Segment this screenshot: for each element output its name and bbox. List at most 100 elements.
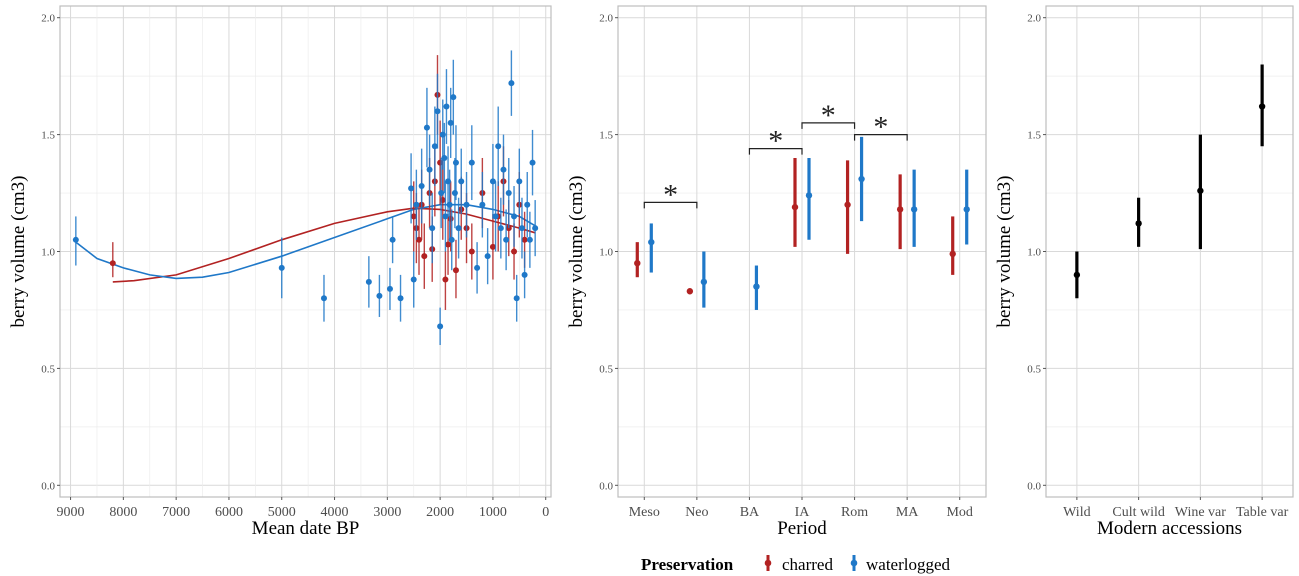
data-point <box>413 201 420 208</box>
data-point <box>455 225 462 232</box>
trend-line-waterlogged <box>75 203 536 280</box>
x-tick-label: Mod <box>946 505 972 520</box>
x-tick-label: 9000 <box>57 505 85 520</box>
data-point <box>1073 271 1081 279</box>
data-point <box>910 206 918 213</box>
x-tick-label: Table var <box>1236 505 1289 520</box>
bracket-line <box>853 133 908 141</box>
data-point <box>365 278 372 285</box>
data-point <box>386 285 393 292</box>
data-point <box>700 278 708 286</box>
data-point <box>844 201 851 208</box>
y-tick-label: 1.0 <box>1027 247 1041 259</box>
data-point <box>446 201 453 208</box>
data-point <box>503 236 510 243</box>
grid <box>1046 6 1293 497</box>
y-tick-label: 0.0 <box>41 480 55 492</box>
data-point <box>437 323 444 330</box>
data-point <box>1258 103 1266 110</box>
data-point <box>443 103 450 110</box>
data-point <box>511 213 518 220</box>
x-tick-label: 4000 <box>321 505 349 520</box>
x-tick-label: 1000 <box>479 505 507 520</box>
x-tick-label: 7000 <box>162 505 190 520</box>
data-point <box>448 236 455 243</box>
data-point <box>686 288 694 295</box>
data-point <box>452 159 459 166</box>
y-tick-label: 0.5 <box>599 363 613 375</box>
y-tick-label: 1.5 <box>599 130 613 142</box>
data-point <box>442 213 449 220</box>
data-point <box>474 264 481 271</box>
x-tick-label: Wine var <box>1175 505 1226 520</box>
panel-1: 0.0 0.5 1.0 1.5 2.0 9000 8000 7000 6000 5000 4000 3… <box>8 5 552 539</box>
data-point <box>521 236 528 243</box>
x-axis-label: Modern accessions <box>1097 518 1242 539</box>
data-point <box>529 159 536 166</box>
significance-bracket: * <box>853 111 908 144</box>
y-tick-label: 0.0 <box>599 480 613 492</box>
data-point <box>72 236 79 243</box>
legend-label-waterlogged: waterlogged <box>866 555 951 574</box>
x-tick-label: Neo <box>685 505 708 520</box>
x-tick-label: BA <box>740 505 760 520</box>
data-point <box>278 264 285 271</box>
y-tick-label: 1.5 <box>1027 130 1041 142</box>
x-tick-label: 0 <box>542 505 549 520</box>
data-point <box>753 283 760 290</box>
data-point <box>791 203 799 211</box>
x-tick-label: 5000 <box>268 505 296 520</box>
significance-star: * <box>663 178 678 211</box>
data-point <box>489 243 496 250</box>
bracket-line <box>748 148 803 155</box>
x-tick-label: Rom <box>841 505 868 520</box>
data-point <box>447 119 454 126</box>
significance-bracket: * <box>643 178 698 211</box>
data-point <box>109 260 116 267</box>
x-tick-label: 2000 <box>426 505 454 520</box>
data-point <box>532 225 539 232</box>
y-axis-label: berry volume (cm3) <box>994 176 1015 328</box>
x-tick-label: 6000 <box>215 505 243 520</box>
x-tick-label: 8000 <box>109 505 137 520</box>
y-tick-label: 2.0 <box>41 13 55 25</box>
data-point <box>421 253 428 260</box>
grid <box>618 6 986 497</box>
legend-swatch-point <box>764 559 772 567</box>
significance-star: * <box>821 99 836 132</box>
panel-2: 0.0 0.5 1.0 1.5 2.0 Meso Neo BA IA Rom MA Mod Period… <box>566 5 987 539</box>
data-point <box>513 295 520 302</box>
significance-star: * <box>768 125 783 158</box>
significance-star: * <box>873 111 888 144</box>
y-axis-label: berry volume (cm3) <box>566 176 587 328</box>
x-tick-label: Cult wild <box>1112 505 1165 520</box>
data-point <box>320 295 327 302</box>
data-point <box>410 276 417 283</box>
y-tick-label: 1.5 <box>41 130 55 142</box>
data-point <box>1197 187 1204 194</box>
data-point <box>434 108 441 115</box>
data-point <box>858 175 865 183</box>
data-point <box>445 241 452 248</box>
y-tick-label: 2.0 <box>599 13 613 25</box>
data-point <box>408 185 415 192</box>
bracket-line <box>643 201 698 209</box>
data-point <box>423 124 430 131</box>
data-point <box>468 248 475 255</box>
data-point <box>376 292 383 299</box>
data-point <box>451 190 458 197</box>
y-tick-label: 1.0 <box>41 247 55 259</box>
x-tick-label: 3000 <box>373 505 401 520</box>
data-point <box>489 178 496 185</box>
data-point <box>518 225 525 232</box>
data-point <box>505 190 512 197</box>
x-tick-label: Meso <box>629 505 660 520</box>
y-tick-label: 0.0 <box>1027 480 1041 492</box>
data-point <box>442 276 449 283</box>
data-point <box>500 166 507 173</box>
legend-label-charred: charred <box>782 555 833 574</box>
data-point <box>397 295 404 302</box>
bracket-line <box>801 122 856 129</box>
x-tick-label: IA <box>795 505 811 520</box>
